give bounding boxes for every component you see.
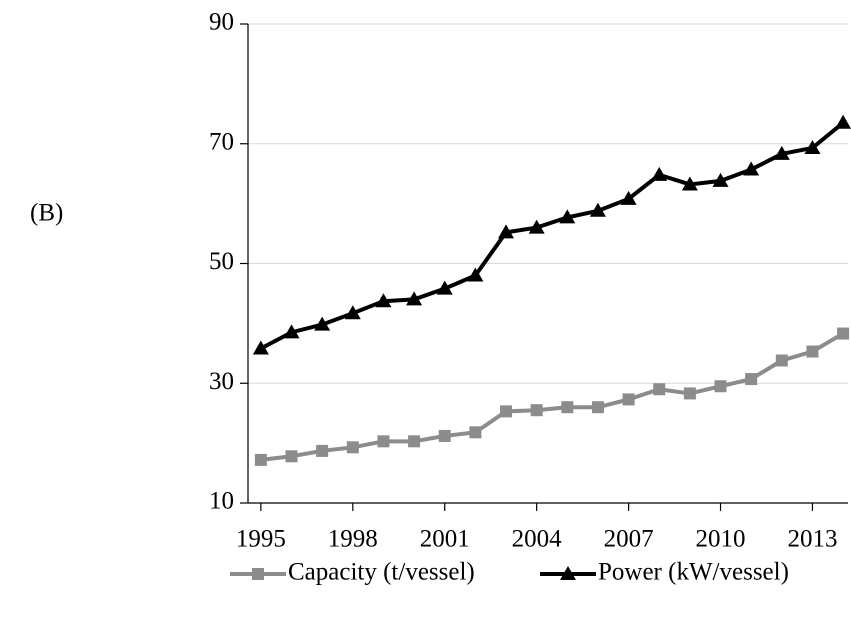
- point: [620, 190, 637, 205]
- x-tick-label: 2004: [512, 526, 563, 553]
- point: [589, 202, 606, 217]
- point: [408, 435, 421, 448]
- point: [714, 380, 727, 393]
- point: [804, 139, 821, 154]
- point: [651, 166, 668, 181]
- point: [622, 393, 635, 406]
- point: [745, 373, 758, 386]
- y-tick-label: 70: [209, 128, 234, 155]
- point: [375, 293, 392, 308]
- x-tick-label: 2010: [696, 526, 746, 553]
- point: [436, 280, 453, 295]
- point: [500, 405, 513, 418]
- y-tick-label: 90: [209, 9, 234, 36]
- x-tick-label: 1998: [328, 526, 378, 553]
- point: [528, 219, 545, 234]
- point: [469, 426, 482, 439]
- point: [775, 354, 788, 367]
- point: [498, 224, 515, 239]
- point: [837, 327, 850, 340]
- point: [561, 401, 574, 414]
- x-tick-label: 2001: [420, 526, 470, 553]
- point: [377, 435, 390, 448]
- legend-marker: [252, 568, 264, 580]
- x-tick-label: 2013: [787, 526, 837, 553]
- point: [344, 305, 361, 320]
- y-tick-label: 50: [209, 248, 234, 275]
- point: [254, 453, 267, 466]
- point: [681, 176, 698, 191]
- point: [683, 387, 696, 400]
- point: [252, 340, 269, 355]
- y-tick-label: 30: [209, 368, 234, 395]
- point: [653, 383, 666, 396]
- point: [712, 172, 729, 187]
- x-tick-label: 1995: [236, 526, 286, 553]
- point: [406, 291, 423, 306]
- series-line: [260, 331, 845, 462]
- y-tick-label: 10: [209, 488, 234, 515]
- point: [316, 444, 329, 457]
- point: [559, 209, 576, 224]
- legend-marker: [560, 566, 576, 580]
- point: [591, 401, 604, 414]
- point: [283, 324, 300, 339]
- point: [438, 429, 451, 442]
- point: [835, 114, 851, 129]
- point: [467, 267, 484, 282]
- x-tick-label: 2007: [604, 526, 654, 553]
- legend-label: Power (kW/vessel): [598, 559, 789, 586]
- point: [346, 441, 359, 454]
- panel-label: (B): [30, 200, 63, 227]
- point: [285, 450, 298, 463]
- point: [530, 404, 543, 417]
- legend-label: Capacity (t/vessel): [288, 559, 475, 586]
- point: [314, 316, 331, 331]
- point: [743, 161, 760, 176]
- point: [773, 145, 790, 160]
- point: [806, 345, 819, 358]
